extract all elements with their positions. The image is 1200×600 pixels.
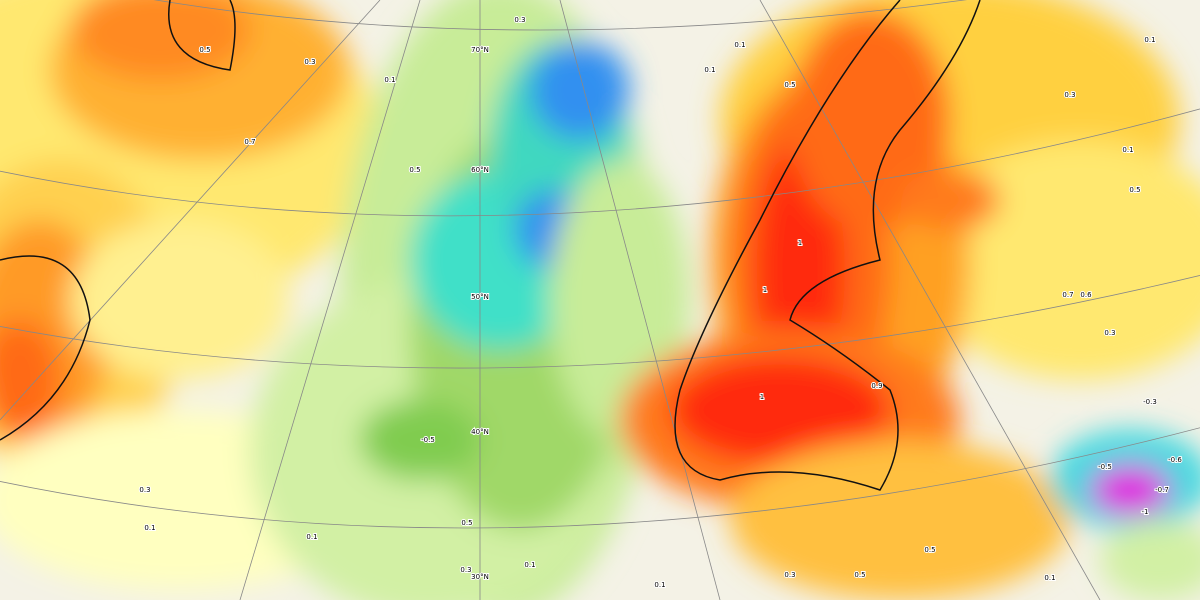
contour-label: 0.5 xyxy=(1129,186,1140,194)
contour-label: 0.3 xyxy=(514,16,525,24)
contour-label: 0.3 xyxy=(784,571,795,579)
latitude-label: 70°N xyxy=(471,46,489,54)
zero-contours xyxy=(0,0,981,491)
contour-label: 1 xyxy=(760,393,764,401)
contour-label: 0.5 xyxy=(199,46,210,54)
contour-label: 0.1 xyxy=(144,524,155,532)
contour-label: -0.5 xyxy=(1098,463,1112,471)
contour-label: 0.5 xyxy=(409,166,420,174)
contour-label: 0.7 xyxy=(1062,291,1073,299)
latitude-label: 30°N xyxy=(471,573,489,581)
latitude-label: 60°N xyxy=(471,166,489,174)
contour-label: 0.5 xyxy=(461,519,472,527)
contour-label: -1 xyxy=(1142,508,1149,516)
contour-label: 0.5 xyxy=(784,81,795,89)
latitude-label: 40°N xyxy=(471,428,489,436)
contour-label: 0.1 xyxy=(704,66,715,74)
latitude-label: 50°N xyxy=(471,293,489,301)
contour-label: 0.1 xyxy=(734,41,745,49)
contour-label: 1 xyxy=(798,239,802,247)
contour-label: 0.5 xyxy=(854,571,865,579)
contour-labels: 0.3 0.1 0.7 0.3 0.5 0.3 0.1 0.1 0.5 0.3 … xyxy=(138,15,1183,590)
contour-label: 0.3 xyxy=(1104,329,1115,337)
contour-label: 0.1 xyxy=(384,76,395,84)
contour-label: 0.3 xyxy=(304,58,315,66)
contour-label: 0.1 xyxy=(1122,146,1133,154)
contour-label: 0.1 xyxy=(524,561,535,569)
contour-label: 0.6 xyxy=(1080,291,1092,299)
latitude-labels: 70°N 60°N 50°N 40°N 30°N xyxy=(470,45,490,582)
contour-label: 0.3 xyxy=(139,486,150,494)
contour-label: 0.3 xyxy=(460,566,471,574)
contour-label: 0.1 xyxy=(306,533,317,541)
contour-label: -0.7 xyxy=(1155,486,1169,494)
contour-label: 0.7 xyxy=(244,138,255,146)
contour-label: 0.1 xyxy=(654,581,665,589)
contour-label: 0.5 xyxy=(924,546,935,554)
contour-label: 0.9 xyxy=(871,382,882,390)
contour-label: -0.5 xyxy=(421,436,435,444)
contour-label: -0.6 xyxy=(1168,456,1182,464)
contour-label: 0.3 xyxy=(1064,91,1075,99)
contour-label: 0.1 xyxy=(1044,574,1055,582)
contour-label: 0.1 xyxy=(1144,36,1155,44)
contour-label: -0.3 xyxy=(1143,398,1157,406)
contour-label: 1 xyxy=(763,286,767,294)
